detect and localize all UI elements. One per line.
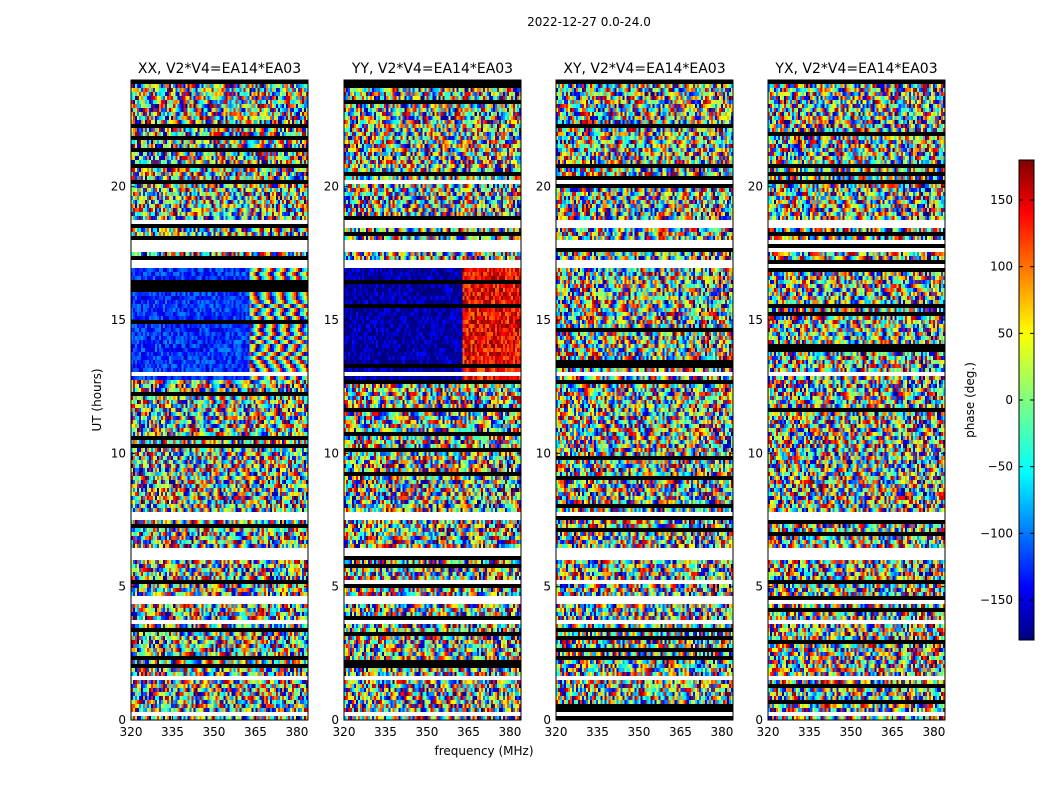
y-tick-label: 0 (543, 713, 551, 727)
heatmap-image-xy (556, 80, 733, 720)
x-tick-label: 365 (457, 725, 480, 739)
y-tick-label: 0 (118, 713, 126, 727)
y-tick-label: 0 (331, 713, 339, 727)
y-tick-label: 5 (331, 580, 339, 594)
colorbar-tick-label: −50 (988, 460, 1013, 474)
x-tick-label: 335 (374, 725, 397, 739)
x-tick-label: 320 (757, 725, 780, 739)
panel-frame-xx (130, 79, 309, 721)
x-tick-label: 380 (710, 725, 733, 739)
panel-title-yy: YY, V2*V4=EA14*EA03 (351, 61, 513, 77)
y-tick-label: 5 (755, 580, 763, 594)
x-tick-label: 350 (203, 725, 226, 739)
colorbar-tick-label: 0 (1005, 393, 1013, 407)
colorbar-tick-label: −100 (980, 526, 1013, 540)
y-tick-label: 20 (324, 180, 339, 194)
x-tick-label: 365 (881, 725, 904, 739)
x-tick-label: 320 (333, 725, 356, 739)
y-tick-label: 20 (111, 180, 126, 194)
x-tick-label: 350 (416, 725, 439, 739)
x-tick-label: 380 (922, 725, 945, 739)
y-tick-label: 15 (748, 313, 763, 327)
x-tick-label: 335 (586, 725, 609, 739)
panel-xy: XY, V2*V4=EA14*EA03 320 335 350 365 380 0 5 10 15… (536, 61, 734, 739)
panel-title-xx: XX, V2*V4=EA14*EA03 (138, 61, 301, 77)
panels-group: XX, V2*V4=EA14*EA03 320 335 350 365 380 0 5 10 15… (111, 61, 946, 739)
y-axis-label: UT (hours) (90, 368, 104, 431)
panel-yx: YX, V2*V4=EA14*EA03 320 335 350 365 380 0 5 10 15… (748, 61, 946, 739)
y-tick-label: 10 (748, 446, 763, 460)
y-tick-label: 10 (324, 446, 339, 460)
x-tick-label: 335 (798, 725, 821, 739)
y-tick-label: 10 (536, 446, 551, 460)
colorbar: 150 100 50 0 −50 −100 −150 (980, 159, 1035, 641)
figure-suptitle: 2022-12-27 0.0-24.0 (527, 15, 651, 29)
x-tick-label: 320 (545, 725, 568, 739)
y-tick-label: 20 (536, 180, 551, 194)
x-axis-label: frequency (MHz) (434, 744, 533, 758)
colorbar-tick-label: 150 (990, 193, 1013, 207)
colorbar-tick-label: 50 (998, 326, 1013, 340)
panel-frame-yx (767, 79, 946, 721)
heatmap-image-yy (344, 80, 521, 720)
heatmap-image-xx (131, 80, 308, 720)
y-tick-label: 15 (324, 313, 339, 327)
heatmap-image-yx (768, 80, 945, 720)
panel-yy: YY, V2*V4=EA14*EA03 320 335 350 365 380 0 5 10 15… (324, 61, 522, 739)
panel-frame-yy (343, 79, 522, 721)
y-tick-label: 5 (543, 580, 551, 594)
x-tick-label: 365 (669, 725, 692, 739)
panel-title-yx: YX, V2*V4=EA14*EA03 (774, 61, 937, 77)
x-tick-label: 320 (120, 725, 143, 739)
y-tick-label: 5 (118, 580, 126, 594)
y-tick-label: 20 (748, 180, 763, 194)
x-tick-label: 380 (498, 725, 521, 739)
x-tick-label: 350 (628, 725, 651, 739)
colorbar-label: phase (deg.) (963, 362, 977, 438)
y-tick-label: 0 (755, 713, 763, 727)
panel-frame-xy (555, 79, 734, 721)
y-tick-label: 10 (111, 446, 126, 460)
x-tick-label: 380 (285, 725, 308, 739)
x-tick-label: 350 (840, 725, 863, 739)
panel-title-xy: XY, V2*V4=EA14*EA03 (563, 61, 725, 77)
x-tick-label: 335 (161, 725, 184, 739)
x-tick-label: 365 (244, 725, 267, 739)
panel-xx: XX, V2*V4=EA14*EA03 320 335 350 365 380 0 5 10 15… (111, 61, 309, 739)
colorbar-tick-label: 100 (990, 260, 1013, 274)
colorbar-tick-label: −150 (980, 593, 1013, 607)
y-tick-label: 15 (111, 313, 126, 327)
y-tick-label: 15 (536, 313, 551, 327)
